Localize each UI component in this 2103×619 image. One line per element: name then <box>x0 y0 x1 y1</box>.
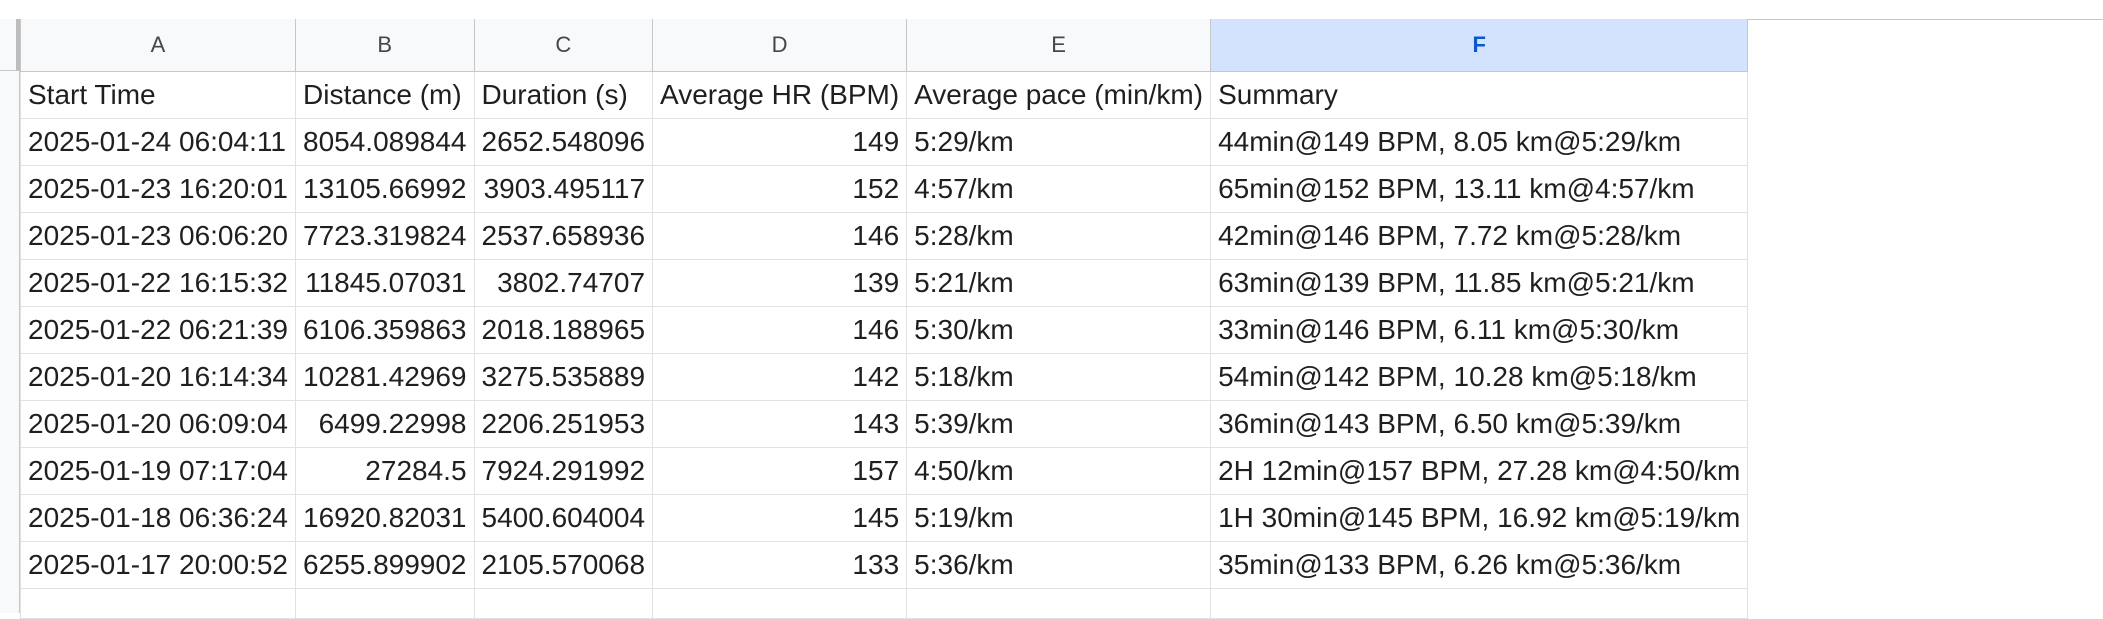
cell-duration[interactable]: 3903.495117 <box>473 164 654 213</box>
cell-summary[interactable]: 35min@133 BPM, 6.26 km@5:36/km <box>1210 540 1749 589</box>
cell-average-hr[interactable]: 139 <box>652 258 908 307</box>
table-header-row: Start Time Distance (m) Duration (s) Ave… <box>20 70 1749 119</box>
cell-distance[interactable]: 8054.089844 <box>295 117 475 166</box>
cell-average-pace[interactable]: 5:30/km <box>906 305 1212 354</box>
cell-average-hr[interactable]: 142 <box>652 352 908 401</box>
cell-duration[interactable]: 2105.570068 <box>473 540 654 589</box>
empty-cell[interactable] <box>473 587 654 619</box>
cell-average-hr[interactable]: 133 <box>652 540 908 589</box>
empty-cell[interactable] <box>20 587 296 619</box>
cell-start-time[interactable]: 2025-01-17 20:00:52 <box>20 540 296 589</box>
table-row: 2025-01-23 06:06:20 7723.319824 2537.658… <box>20 211 1749 260</box>
header-cell-average-pace[interactable]: Average pace (min/km) <box>906 70 1212 119</box>
cell-duration[interactable]: 3275.535889 <box>473 352 654 401</box>
cell-average-hr[interactable]: 146 <box>652 305 908 354</box>
cell-distance[interactable]: 16920.82031 <box>295 493 475 542</box>
cell-average-pace[interactable]: 4:50/km <box>906 446 1212 495</box>
table-row: 2025-01-22 06:21:39 6106.359863 2018.188… <box>20 305 1749 354</box>
column-header-f-selected[interactable]: F <box>1210 19 1749 72</box>
column-header-d[interactable]: D <box>652 19 908 72</box>
column-header-c[interactable]: C <box>473 19 654 72</box>
cell-distance[interactable]: 10281.42969 <box>295 352 475 401</box>
cell-start-time[interactable]: 2025-01-23 16:20:01 <box>20 164 296 213</box>
header-cell-start-time[interactable]: Start Time <box>20 70 296 119</box>
cell-average-pace[interactable]: 4:57/km <box>906 164 1212 213</box>
header-cell-distance[interactable]: Distance (m) <box>295 70 475 119</box>
cell-distance[interactable]: 6255.899902 <box>295 540 475 589</box>
cell-duration[interactable]: 3802.74707 <box>473 258 654 307</box>
table-row: 2025-01-18 06:36:24 16920.82031 5400.604… <box>20 493 1749 542</box>
spreadsheet-grid: A B C D E F Start Time Distance (m) Dura… <box>20 19 1749 619</box>
empty-cell[interactable] <box>906 587 1212 619</box>
table-row: 2025-01-24 06:04:11 8054.089844 2652.548… <box>20 117 1749 166</box>
empty-cell[interactable] <box>652 587 908 619</box>
column-header-a[interactable]: A <box>20 19 296 72</box>
cell-distance[interactable]: 13105.66992 <box>295 164 475 213</box>
cell-distance[interactable]: 7723.319824 <box>295 211 475 260</box>
table-row: 2025-01-23 16:20:01 13105.66992 3903.495… <box>20 164 1749 213</box>
cell-start-time[interactable]: 2025-01-22 06:21:39 <box>20 305 296 354</box>
cell-average-pace[interactable]: 5:21/km <box>906 258 1212 307</box>
cell-average-pace[interactable]: 5:29/km <box>906 117 1212 166</box>
select-all-corner[interactable] <box>0 19 20 71</box>
table-row: 2025-01-20 06:09:04 6499.22998 2206.2519… <box>20 399 1749 448</box>
cell-summary[interactable]: 36min@143 BPM, 6.50 km@5:39/km <box>1210 399 1749 448</box>
cell-distance[interactable]: 11845.07031 <box>295 258 475 307</box>
header-cell-average-hr[interactable]: Average HR (BPM) <box>652 70 908 119</box>
table-row: 2025-01-22 16:15:32 11845.07031 3802.747… <box>20 258 1749 307</box>
column-header-e[interactable]: E <box>906 19 1212 72</box>
table-row: 2025-01-17 20:00:52 6255.899902 2105.570… <box>20 540 1749 589</box>
cell-summary[interactable]: 54min@142 BPM, 10.28 km@5:18/km <box>1210 352 1749 401</box>
cell-average-hr[interactable]: 152 <box>652 164 908 213</box>
empty-row <box>20 587 1749 619</box>
cell-start-time[interactable]: 2025-01-19 07:17:04 <box>20 446 296 495</box>
cell-duration[interactable]: 2537.658936 <box>473 211 654 260</box>
cell-distance[interactable]: 27284.5 <box>295 446 475 495</box>
cell-average-pace[interactable]: 5:19/km <box>906 493 1212 542</box>
cell-start-time[interactable]: 2025-01-22 16:15:32 <box>20 258 296 307</box>
cell-average-hr[interactable]: 146 <box>652 211 908 260</box>
cell-average-pace[interactable]: 5:28/km <box>906 211 1212 260</box>
cell-duration[interactable]: 7924.291992 <box>473 446 654 495</box>
cell-distance[interactable]: 6499.22998 <box>295 399 475 448</box>
cell-distance[interactable]: 6106.359863 <box>295 305 475 354</box>
cell-start-time[interactable]: 2025-01-24 06:04:11 <box>20 117 296 166</box>
row-header-gutter[interactable] <box>0 71 20 613</box>
empty-cell[interactable] <box>1210 587 1749 619</box>
toolbar-strip <box>0 0 2103 20</box>
header-cell-duration[interactable]: Duration (s) <box>473 70 654 119</box>
cell-average-hr[interactable]: 149 <box>652 117 908 166</box>
table-row: 2025-01-20 16:14:34 10281.42969 3275.535… <box>20 352 1749 401</box>
cell-duration[interactable]: 2652.548096 <box>473 117 654 166</box>
cell-average-hr[interactable]: 143 <box>652 399 908 448</box>
header-cell-summary[interactable]: Summary <box>1210 70 1749 119</box>
column-header-row: A B C D E F <box>20 19 1749 72</box>
cell-start-time[interactable]: 2025-01-20 06:09:04 <box>20 399 296 448</box>
cell-summary[interactable]: 63min@139 BPM, 11.85 km@5:21/km <box>1210 258 1749 307</box>
cell-summary[interactable]: 2H 12min@157 BPM, 27.28 km@4:50/km <box>1210 446 1749 495</box>
cell-start-time[interactable]: 2025-01-23 06:06:20 <box>20 211 296 260</box>
cell-summary[interactable]: 44min@149 BPM, 8.05 km@5:29/km <box>1210 117 1749 166</box>
cell-start-time[interactable]: 2025-01-20 16:14:34 <box>20 352 296 401</box>
cell-summary[interactable]: 65min@152 BPM, 13.11 km@4:57/km <box>1210 164 1749 213</box>
cell-average-pace[interactable]: 5:36/km <box>906 540 1212 589</box>
cell-duration[interactable]: 2018.188965 <box>473 305 654 354</box>
cell-summary[interactable]: 1H 30min@145 BPM, 16.92 km@5:19/km <box>1210 493 1749 542</box>
cell-average-hr[interactable]: 145 <box>652 493 908 542</box>
cell-start-time[interactable]: 2025-01-18 06:36:24 <box>20 493 296 542</box>
cell-average-pace[interactable]: 5:39/km <box>906 399 1212 448</box>
cell-average-pace[interactable]: 5:18/km <box>906 352 1212 401</box>
table-row: 2025-01-19 07:17:04 27284.5 7924.291992 … <box>20 446 1749 495</box>
cell-summary[interactable]: 33min@146 BPM, 6.11 km@5:30/km <box>1210 305 1749 354</box>
cell-duration[interactable]: 2206.251953 <box>473 399 654 448</box>
empty-cell[interactable] <box>295 587 475 619</box>
cell-average-hr[interactable]: 157 <box>652 446 908 495</box>
cell-summary[interactable]: 42min@146 BPM, 7.72 km@5:28/km <box>1210 211 1749 260</box>
column-header-b[interactable]: B <box>295 19 475 72</box>
cell-duration[interactable]: 5400.604004 <box>473 493 654 542</box>
